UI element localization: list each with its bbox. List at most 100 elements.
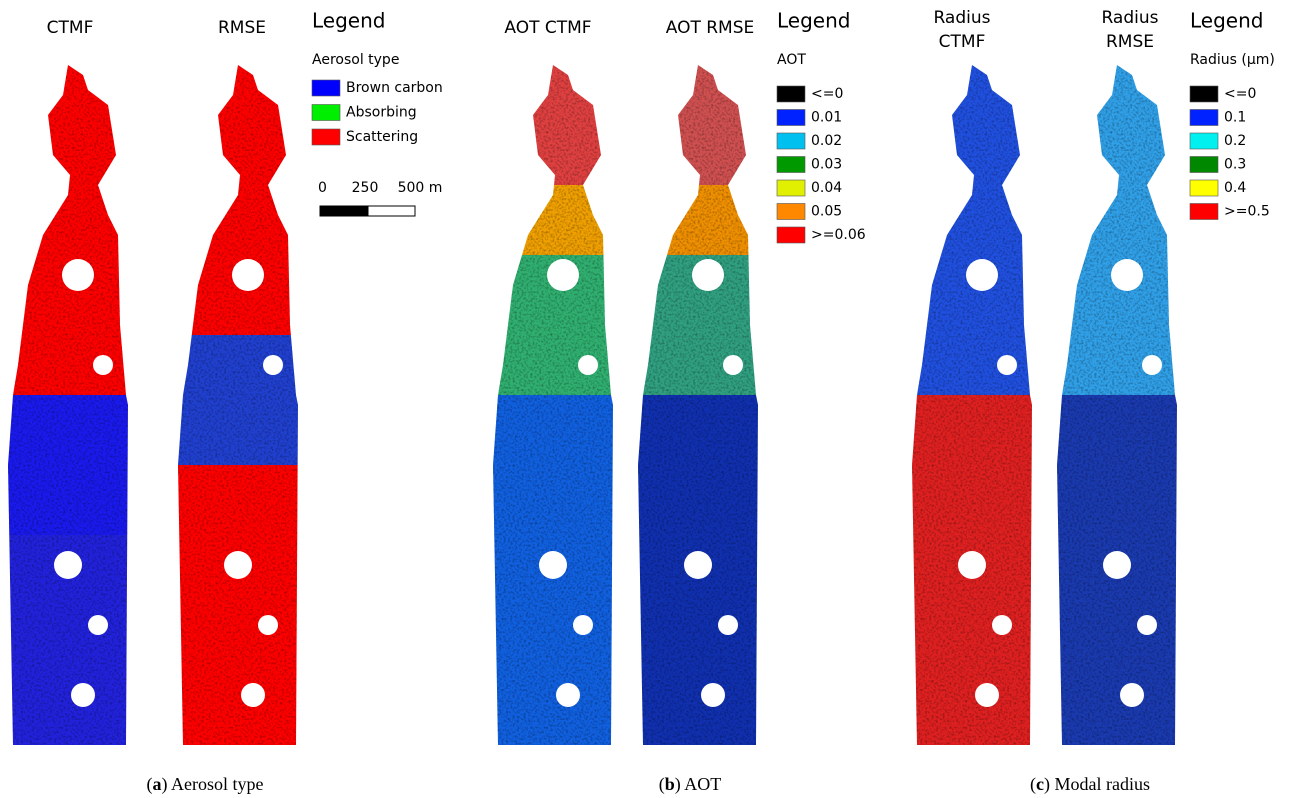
scale-label: 250 <box>352 180 379 196</box>
legend-subtitle: AOT <box>777 52 806 68</box>
map-texture <box>8 65 128 745</box>
map-gap <box>1111 259 1143 291</box>
legend-label: 0.4 <box>1224 180 1246 196</box>
legend-swatch <box>1190 110 1218 126</box>
map-gap <box>54 551 82 579</box>
map-fill <box>178 65 298 745</box>
map-title: Radius <box>1101 8 1158 28</box>
legend-label: Brown carbon <box>346 80 443 96</box>
legend-title: Legend <box>312 9 385 33</box>
map-gap <box>684 551 712 579</box>
map <box>912 65 1032 745</box>
legend-swatch <box>777 204 805 220</box>
map-fill <box>912 65 1032 745</box>
map <box>178 65 298 745</box>
map-title: RMSE <box>218 18 266 38</box>
legend-swatch <box>1190 157 1218 173</box>
legend-swatch <box>312 129 340 145</box>
map-gap <box>1137 615 1157 635</box>
scale-label: 0 <box>318 180 327 196</box>
map-gap <box>1142 355 1162 375</box>
map-gap <box>578 355 598 375</box>
legend-swatch <box>312 80 340 96</box>
map-gap <box>975 683 999 707</box>
legend-subtitle: Aerosol type <box>312 52 399 68</box>
map-gap <box>958 551 986 579</box>
legend-subtitle: Radius (μm) <box>1190 52 1275 68</box>
legend-swatch <box>777 157 805 173</box>
map-fill <box>493 65 613 745</box>
map-gap <box>718 615 738 635</box>
scale-bar-black <box>320 206 368 216</box>
map-gap <box>1103 551 1131 579</box>
map-gap <box>692 259 724 291</box>
map-gap <box>547 259 579 291</box>
scale-label: 500 m <box>398 180 443 196</box>
map <box>1057 65 1177 745</box>
map-gap <box>573 615 593 635</box>
map-texture <box>912 65 1032 745</box>
map-gap <box>539 551 567 579</box>
map-gap <box>997 355 1017 375</box>
legend-label: Scattering <box>346 129 418 145</box>
map-texture <box>638 65 758 745</box>
legend-swatch <box>1190 180 1218 196</box>
legend-label: >=0.06 <box>811 227 866 243</box>
map-gap <box>966 259 998 291</box>
map-gap <box>992 615 1012 635</box>
legend-label: <=0 <box>811 86 843 102</box>
legend-swatch <box>312 105 340 121</box>
map-gap <box>224 551 252 579</box>
caption: (c) Modal radius <box>1030 774 1150 795</box>
map-gap <box>71 683 95 707</box>
legend-label: Absorbing <box>346 105 417 121</box>
map-fill <box>8 65 128 745</box>
map-texture <box>178 65 298 745</box>
legend-title: Legend <box>1190 9 1263 33</box>
map-title: CTMF <box>47 18 94 38</box>
legend-label: 0.3 <box>1224 157 1246 173</box>
map-gap <box>88 615 108 635</box>
legend-swatch <box>777 133 805 149</box>
legend-swatch <box>777 227 805 243</box>
legend-swatch <box>1190 86 1218 102</box>
map <box>493 65 613 745</box>
legend-label: 0.01 <box>811 110 842 126</box>
legend-label: 0.03 <box>811 157 842 173</box>
map <box>8 65 128 745</box>
legend-label: 0.02 <box>811 133 842 149</box>
map-texture <box>1057 65 1177 745</box>
figure: CTMF RMSE Legend Aerosol type Brown carbon Ab… <box>0 0 1293 798</box>
legend-label: >=0.5 <box>1224 204 1270 220</box>
map-gap <box>93 355 113 375</box>
legend-label: 0.04 <box>811 180 842 196</box>
map-title: CTMF <box>939 32 986 52</box>
map-gap <box>556 683 580 707</box>
legend-label: <=0 <box>1224 86 1256 102</box>
caption-rest: ) AOT <box>675 774 722 795</box>
map-title: AOT RMSE <box>666 18 755 38</box>
legend-label: 0.1 <box>1224 110 1246 126</box>
legend-title: Legend <box>777 9 850 33</box>
legend-label: 0.2 <box>1224 133 1246 149</box>
legend-swatch <box>777 110 805 126</box>
caption-rest: ) Aerosol type <box>162 774 264 795</box>
map-gap <box>1120 683 1144 707</box>
caption-rest: ) Modal radius <box>1044 774 1150 795</box>
caption-label: c <box>1036 774 1044 794</box>
map-gap <box>258 615 278 635</box>
legend-swatch <box>1190 133 1218 149</box>
map-gap <box>62 259 94 291</box>
caption: (b) AOT <box>659 774 722 795</box>
map-gap <box>723 355 743 375</box>
scale-bar-white <box>368 206 415 216</box>
caption: (a) Aerosol type <box>147 774 264 795</box>
map-gap <box>263 355 283 375</box>
map-title: AOT CTMF <box>504 18 591 38</box>
map-gap <box>701 683 725 707</box>
map-fill <box>638 65 758 745</box>
map-title: RMSE <box>1106 32 1154 52</box>
legend-label: 0.05 <box>811 204 842 220</box>
legend-swatch <box>777 86 805 102</box>
map-gap <box>241 683 265 707</box>
